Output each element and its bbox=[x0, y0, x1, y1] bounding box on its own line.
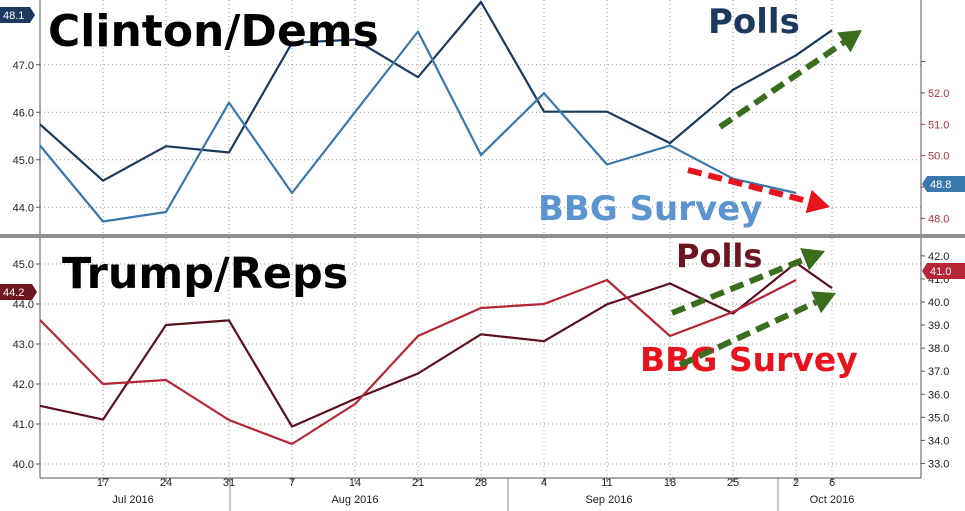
x-month-label: Sep 2016 bbox=[585, 494, 632, 506]
x-tick-label: 28 bbox=[475, 477, 487, 489]
x-tick-label: 14 bbox=[349, 477, 361, 489]
right-tick-label: 34.0 bbox=[928, 435, 949, 447]
trump-title: Trump/Reps bbox=[62, 249, 348, 299]
clinton-last-value-right-shape bbox=[922, 176, 965, 192]
x-tick-label: 21 bbox=[412, 477, 424, 489]
clinton-polls-annotation: Polls bbox=[708, 2, 800, 42]
x-tick-label: 6 bbox=[829, 477, 835, 489]
x-tick-label: 7 bbox=[289, 477, 295, 489]
left-tick-label: 43.0 bbox=[13, 339, 34, 351]
trump-last-value-right: 41.0 bbox=[922, 263, 965, 279]
clinton-bbg-survey-annotation: BBG Survey bbox=[538, 189, 762, 229]
clinton-last-value-left: 48.1 bbox=[0, 7, 35, 23]
x-tick-label: 4 bbox=[541, 477, 547, 489]
left-tick-label: 47.0 bbox=[13, 60, 34, 72]
clinton-last-value-left-shape bbox=[0, 7, 35, 23]
left-tick-label: 45.0 bbox=[13, 155, 34, 167]
trump-survey-up-arrow bbox=[678, 291, 836, 368]
clinton-polls-line bbox=[39, 0, 833, 182]
right-tick-label: 35.0 bbox=[928, 412, 949, 424]
clinton-survey-down-arrow-head bbox=[805, 189, 830, 214]
x-month-label: Oct 2016 bbox=[810, 494, 855, 506]
right-tick-label: 42.0 bbox=[928, 251, 949, 263]
right-tick-label: 52.0 bbox=[928, 88, 949, 100]
x-tick-label: 24 bbox=[160, 477, 172, 489]
clinton-polls-up-arrow-shaft bbox=[718, 39, 846, 130]
trump-polls-up-arrow-shaft bbox=[670, 256, 806, 316]
right-tick-label: 48.0 bbox=[928, 213, 949, 225]
clinton-polls-up-arrow bbox=[718, 30, 862, 130]
clinton-title: Clinton/Dems bbox=[48, 6, 379, 57]
trump-polls-annotation: Polls bbox=[676, 237, 762, 275]
right-tick-label: 39.0 bbox=[928, 320, 949, 332]
x-tick-label: 31 bbox=[223, 477, 235, 489]
trump-survey-up-arrow-shaft bbox=[678, 299, 818, 368]
trump-bbg-survey-annotation: BBG Survey bbox=[640, 340, 858, 379]
x-tick-label: 2 bbox=[793, 477, 799, 489]
x-month-label: Aug 2016 bbox=[331, 494, 378, 506]
left-tick-label: 45.0 bbox=[13, 259, 34, 271]
x-tick-label: 25 bbox=[727, 477, 739, 489]
right-tick-label: 37.0 bbox=[928, 366, 949, 378]
clinton-last-value-right-text: 48.8 bbox=[930, 179, 951, 191]
left-tick-label: 44.0 bbox=[13, 299, 34, 311]
left-tick-label: 46.0 bbox=[13, 107, 34, 119]
right-tick-label: 38.0 bbox=[928, 343, 949, 355]
trump-last-value-left-shape bbox=[0, 284, 37, 300]
x-tick-label: 17 bbox=[97, 477, 109, 489]
left-tick-label: 40.0 bbox=[13, 459, 34, 471]
clinton-survey-down-arrow bbox=[687, 167, 830, 214]
trump-polls-up-arrow-head bbox=[800, 248, 825, 271]
left-tick-label: 42.0 bbox=[13, 379, 34, 391]
trump-last-value-right-text: 41.0 bbox=[930, 266, 951, 278]
clinton-last-value-right: 48.8 bbox=[922, 176, 965, 192]
clinton-polls-up-arrow-head bbox=[837, 30, 862, 53]
trump-panel: 40.0 41.0 42.0 43.0 44.0 45.0 33.0 34.0 35.0 36.0… bbox=[13, 238, 949, 478]
trump-polls-line bbox=[39, 261, 833, 428]
right-tick-label: 40.0 bbox=[928, 297, 949, 309]
right-tick-label: 51.0 bbox=[928, 119, 949, 131]
trump-last-value-left: 44.2 bbox=[0, 284, 37, 300]
right-tick-label: 36.0 bbox=[928, 389, 949, 401]
x-month-label: Jul 2016 bbox=[112, 494, 154, 506]
left-tick-label: 41.0 bbox=[13, 419, 34, 431]
trump-last-value-right-shape bbox=[922, 263, 965, 279]
left-tick-label: 44.0 bbox=[13, 202, 34, 214]
trump-polls-up-arrow bbox=[670, 248, 825, 316]
x-tick-label: 18 bbox=[664, 477, 676, 489]
x-tick-label: 11 bbox=[601, 477, 612, 489]
trump-last-value-left-text: 44.2 bbox=[3, 287, 24, 299]
clinton-last-value-left-text: 48.1 bbox=[3, 10, 24, 22]
right-tick-label: 33.0 bbox=[928, 458, 949, 470]
right-tick-label: 50.0 bbox=[928, 151, 949, 163]
trump-bbg-survey-line bbox=[39, 278, 797, 446]
clinton-bbg-survey-line bbox=[39, 30, 797, 223]
panel-divider bbox=[0, 234, 965, 238]
trump-survey-up-arrow-head bbox=[810, 291, 836, 314]
